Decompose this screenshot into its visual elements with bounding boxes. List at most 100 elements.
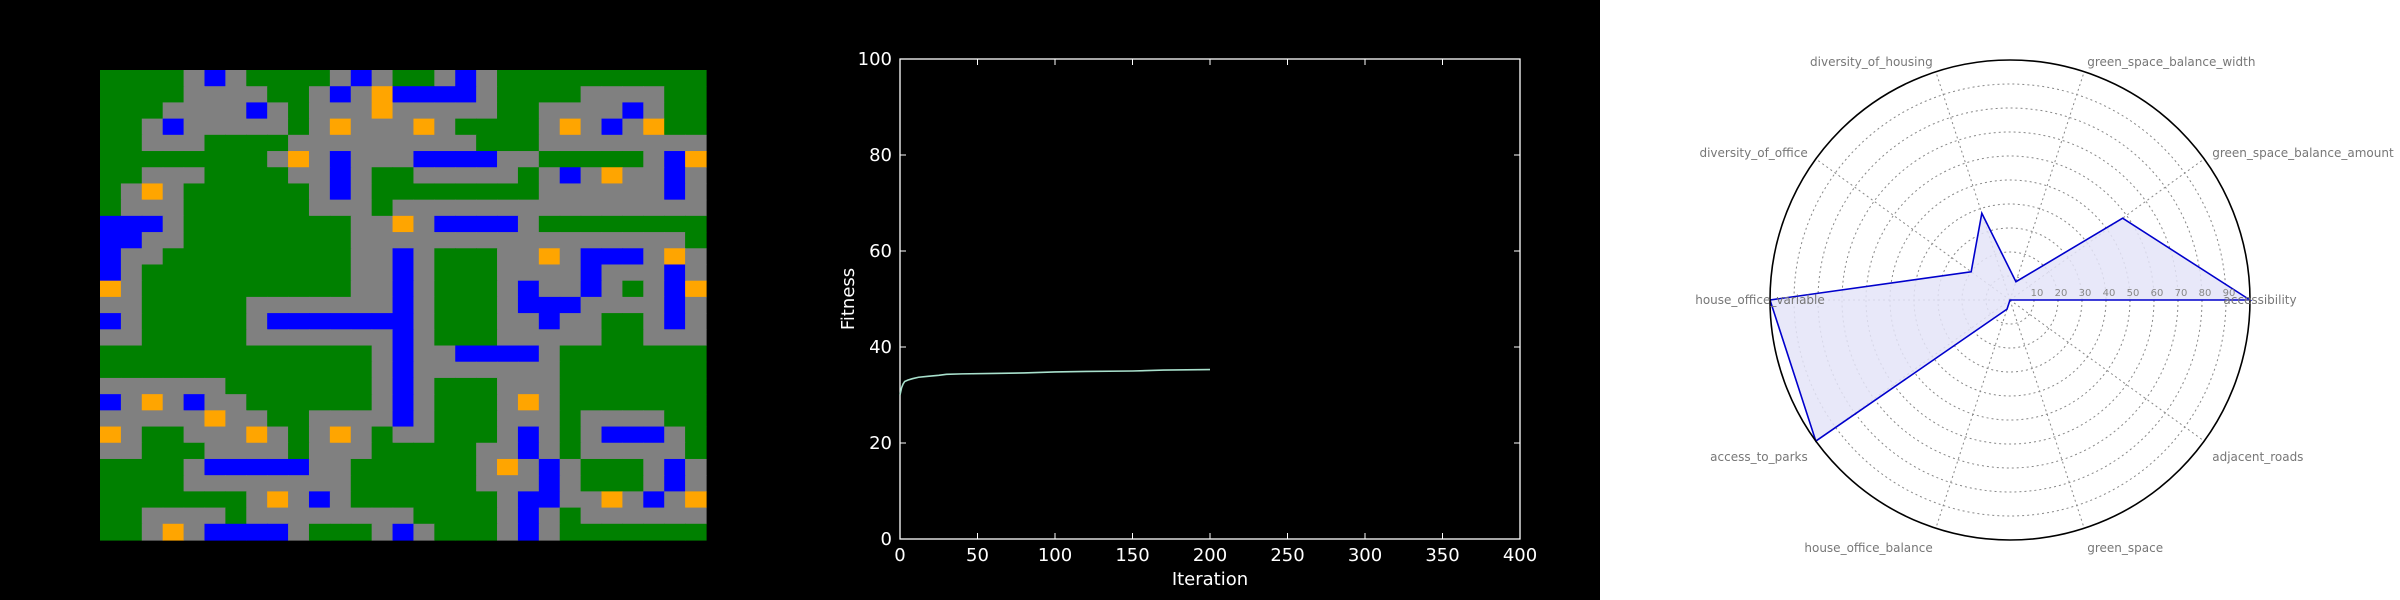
x-tick-label: 150 <box>1115 545 1149 566</box>
grid-cell <box>183 215 206 233</box>
grid-cell <box>183 248 206 266</box>
grid-cell <box>204 361 226 379</box>
grid-cell <box>350 394 373 411</box>
grid-cell <box>476 280 498 298</box>
grid-cell <box>246 264 268 282</box>
grid-cell <box>350 70 373 87</box>
grid-cell <box>204 134 226 152</box>
grid-cell <box>497 361 519 379</box>
grid-cell <box>580 491 603 509</box>
grid-cell <box>685 458 707 476</box>
grid-cell <box>622 70 644 87</box>
grid-cell <box>288 215 310 233</box>
grid-cell <box>183 232 206 249</box>
grid-cell <box>413 167 435 185</box>
grid-cell <box>497 410 519 428</box>
grid-cell <box>225 70 247 87</box>
grid-cell <box>538 86 561 104</box>
grid-cell <box>267 86 289 104</box>
grid-cell <box>100 377 122 395</box>
grid-cell <box>455 183 477 201</box>
grid-cell <box>622 329 644 347</box>
grid-cell <box>580 296 603 314</box>
grid-cell <box>664 232 686 249</box>
grid-cell <box>601 264 624 282</box>
grid-cell <box>288 264 310 282</box>
grid-cell <box>141 523 164 541</box>
grid-cell <box>559 167 582 185</box>
grid-cell <box>162 70 185 87</box>
grid-cell <box>329 313 352 330</box>
grid-cell <box>685 410 707 428</box>
grid-cell <box>246 329 268 347</box>
grid-cell <box>455 458 477 476</box>
grid-cell <box>476 70 498 87</box>
grid-cell <box>413 345 435 363</box>
grid-cell <box>392 264 415 282</box>
grid-cell <box>225 86 247 104</box>
radar-axis-label: diversity_of_office <box>1699 146 1807 160</box>
grid-cell <box>497 329 519 347</box>
grid-cell <box>538 442 561 460</box>
grid-cell <box>350 199 373 217</box>
grid-cell <box>476 199 498 217</box>
grid-cell <box>288 377 310 395</box>
grid-cell <box>120 361 143 379</box>
grid-cell <box>538 280 561 298</box>
y-tick-label: 100 <box>858 49 892 70</box>
grid-cell <box>413 410 435 428</box>
grid-cell <box>413 523 435 541</box>
grid-cell <box>246 361 268 379</box>
grid-cell <box>204 264 226 282</box>
grid-cell <box>329 102 352 120</box>
grid-cell <box>162 134 185 152</box>
grid-cell <box>308 361 331 379</box>
grid-cell <box>497 426 519 444</box>
grid-cell <box>434 394 456 411</box>
fitness-series-line <box>899 368 1211 396</box>
grid-cell <box>141 377 164 395</box>
grid-cell <box>685 523 707 541</box>
grid-cell <box>308 151 331 168</box>
grid-cell <box>267 280 289 298</box>
grid-cell <box>455 394 477 411</box>
grid-cell <box>329 394 352 411</box>
grid-cell <box>267 475 289 492</box>
radar-tick-label: 80 <box>2199 288 2212 299</box>
grid-cell <box>643 361 665 379</box>
grid-cell <box>267 102 289 120</box>
grid-cell <box>392 523 415 541</box>
grid-cell <box>183 313 206 330</box>
grid-cell <box>100 70 122 87</box>
grid-cell <box>204 199 226 217</box>
grid-cell <box>538 248 561 266</box>
y-tick-label: 40 <box>869 337 892 358</box>
grid-cell <box>622 183 644 201</box>
grid-cell <box>455 118 477 136</box>
grid-cell <box>267 523 289 541</box>
grid-cell <box>267 232 289 249</box>
grid-cell <box>120 458 143 476</box>
grid-cell <box>100 86 122 104</box>
grid-cell <box>601 410 624 428</box>
grid-cell <box>601 329 624 347</box>
grid-cell <box>120 426 143 444</box>
grid-cell <box>246 507 268 525</box>
grid-cell <box>664 329 686 347</box>
grid-cell <box>559 70 582 87</box>
grid-cell <box>141 458 164 476</box>
grid-cell <box>246 458 268 476</box>
grid-cell <box>413 264 435 282</box>
grid-cell <box>664 280 686 298</box>
grid-cell <box>455 377 477 395</box>
grid-cell <box>100 151 122 168</box>
grid-cell <box>267 313 289 330</box>
grid-cell <box>559 475 582 492</box>
grid-cell <box>392 215 415 233</box>
grid-cell <box>643 215 665 233</box>
grid-cell <box>476 102 498 120</box>
grid-cell <box>350 102 373 120</box>
grid-cell <box>100 523 122 541</box>
grid-cell <box>517 475 540 492</box>
grid-cell <box>246 102 268 120</box>
